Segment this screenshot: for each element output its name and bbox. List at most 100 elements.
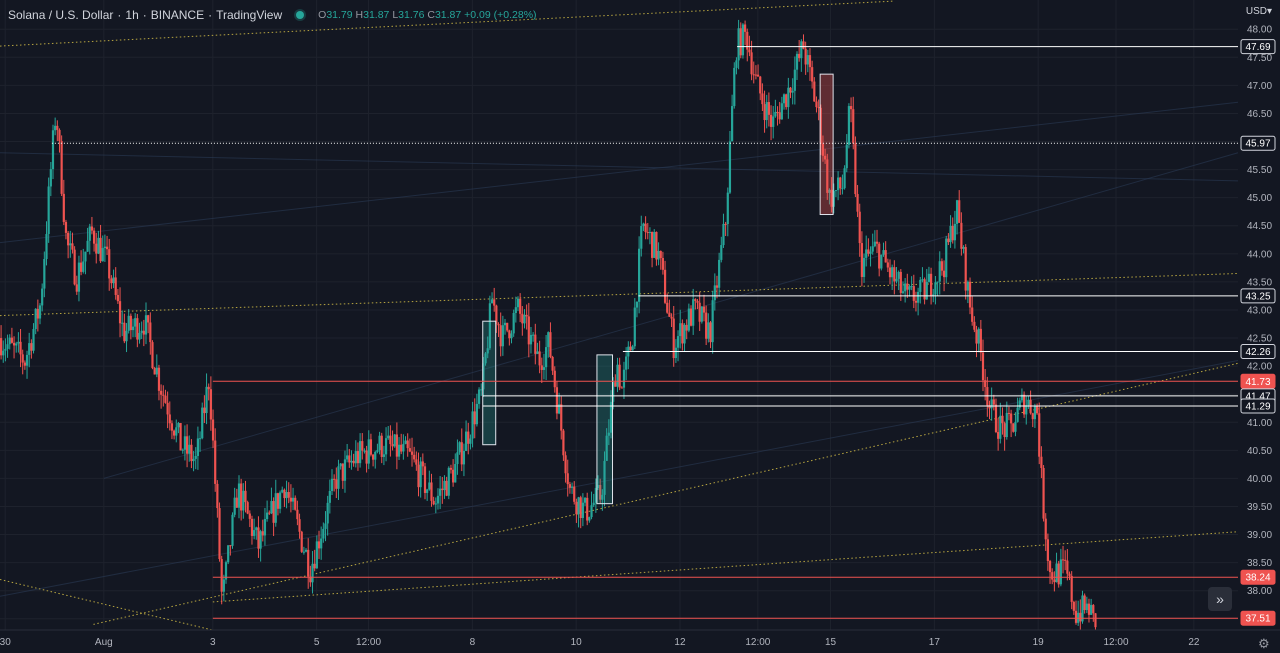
candle-body	[73, 249, 76, 285]
gear-icon[interactable]: ⚙	[1258, 636, 1270, 651]
candle-body	[30, 343, 33, 351]
candle-body	[456, 452, 459, 465]
candle-body	[728, 141, 732, 193]
candle-body	[294, 497, 297, 510]
candle-body	[917, 291, 920, 303]
candle-body	[311, 563, 314, 583]
candle-body	[244, 490, 247, 503]
exchange-label: BINANCE	[150, 8, 205, 22]
candle-body	[718, 259, 721, 288]
candle-body	[583, 497, 587, 503]
candle-body	[1022, 394, 1026, 415]
candle-body	[371, 454, 375, 460]
candle-body	[181, 449, 184, 451]
price-level-label: 38.24	[1245, 573, 1270, 584]
price-tick-label: 39.00	[1247, 530, 1272, 541]
bearish-zone-box	[819, 73, 834, 216]
candle-body	[464, 431, 468, 451]
candle-body	[296, 509, 299, 520]
candle-body	[514, 307, 517, 313]
price-level-label: 41.29	[1245, 401, 1270, 412]
candle-body	[932, 294, 935, 297]
candle-body	[955, 200, 959, 224]
candles	[0, 19, 1097, 639]
candle-body	[302, 551, 305, 553]
candle-body	[140, 330, 143, 333]
candle-body	[696, 300, 699, 303]
candle-body	[224, 562, 228, 580]
price-tick-label: 42.50	[1247, 334, 1272, 345]
candle-body	[813, 81, 816, 102]
candle-body	[536, 351, 539, 354]
candle-body	[49, 169, 52, 187]
candle-body	[925, 281, 928, 300]
price-axis[interactable]: 37.5038.0038.5039.0039.5040.0040.5041.00…	[1238, 0, 1280, 653]
candle-body	[103, 246, 106, 249]
candle-body	[575, 501, 578, 515]
scroll-to-realtime-button[interactable]: »	[1208, 587, 1232, 611]
candle-body	[648, 232, 652, 234]
candle-body	[434, 503, 437, 505]
candle-body	[75, 284, 78, 292]
candle-body	[573, 486, 576, 502]
price-level-label: 47.69	[1245, 42, 1270, 53]
candle-body	[21, 354, 24, 363]
candle-body	[88, 226, 91, 241]
candle-body	[84, 251, 87, 262]
candle-body	[871, 246, 874, 252]
currency-selector[interactable]: USD▾	[1246, 6, 1272, 17]
candle-body	[1051, 572, 1054, 580]
ohlc-values: O31.79 H31.87 L31.76 C31.87 +0.09 (+0.28…	[318, 9, 536, 21]
candle-body	[1020, 394, 1024, 401]
candle-body	[828, 189, 831, 193]
trend-line	[93, 362, 1239, 625]
candle-body	[339, 463, 342, 467]
price-tick-label: 41.00	[1247, 418, 1272, 429]
candle-body	[246, 502, 249, 514]
time-axis[interactable]: 30 Aug 3 5 12:00 8 10 12 12:00 15 17 19 12:00 22	[0, 629, 1280, 653]
price-level-badge	[1240, 288, 1276, 304]
candle-body	[655, 231, 658, 260]
candle-body	[640, 226, 643, 249]
candle-body	[653, 231, 656, 258]
candle-body	[1092, 605, 1095, 614]
candle-body	[1094, 613, 1097, 628]
candle-body	[638, 248, 641, 302]
candle-body	[661, 258, 665, 270]
candle-body	[586, 497, 589, 521]
candle-body	[798, 53, 801, 59]
candle-body	[588, 517, 591, 521]
candle-body	[261, 531, 264, 536]
candle-body	[919, 279, 922, 292]
candle-body	[904, 283, 907, 292]
candle-body	[25, 354, 29, 366]
candle-body	[445, 480, 448, 496]
candle-body	[270, 501, 273, 514]
interval-label[interactable]: 1h	[125, 8, 139, 22]
low-value: 31.76	[398, 9, 425, 21]
candle-body	[683, 324, 686, 344]
candle-body	[129, 315, 132, 331]
candle-body	[867, 249, 870, 254]
price-tick-label: 39.50	[1247, 502, 1272, 513]
candle-body	[90, 226, 94, 231]
candle-body	[428, 482, 431, 490]
candle-body	[750, 52, 753, 75]
candle-body	[516, 298, 520, 308]
time-tick-label: 12:00	[745, 637, 770, 648]
price-tick-label: 40.00	[1247, 474, 1272, 485]
symbol-title[interactable]: Solana / U.S. Dollar	[8, 8, 114, 22]
candle-body	[1070, 575, 1073, 602]
candle-body	[869, 251, 872, 254]
candle-body	[545, 347, 548, 368]
candle-body	[966, 281, 969, 291]
candle-body	[192, 458, 195, 462]
candle-body	[614, 382, 617, 387]
candle-body	[741, 24, 745, 56]
candle-body	[393, 434, 396, 447]
candle-body	[685, 324, 688, 331]
candle-body	[999, 415, 1002, 439]
candle-body	[482, 363, 485, 390]
candle-body	[1018, 400, 1021, 408]
